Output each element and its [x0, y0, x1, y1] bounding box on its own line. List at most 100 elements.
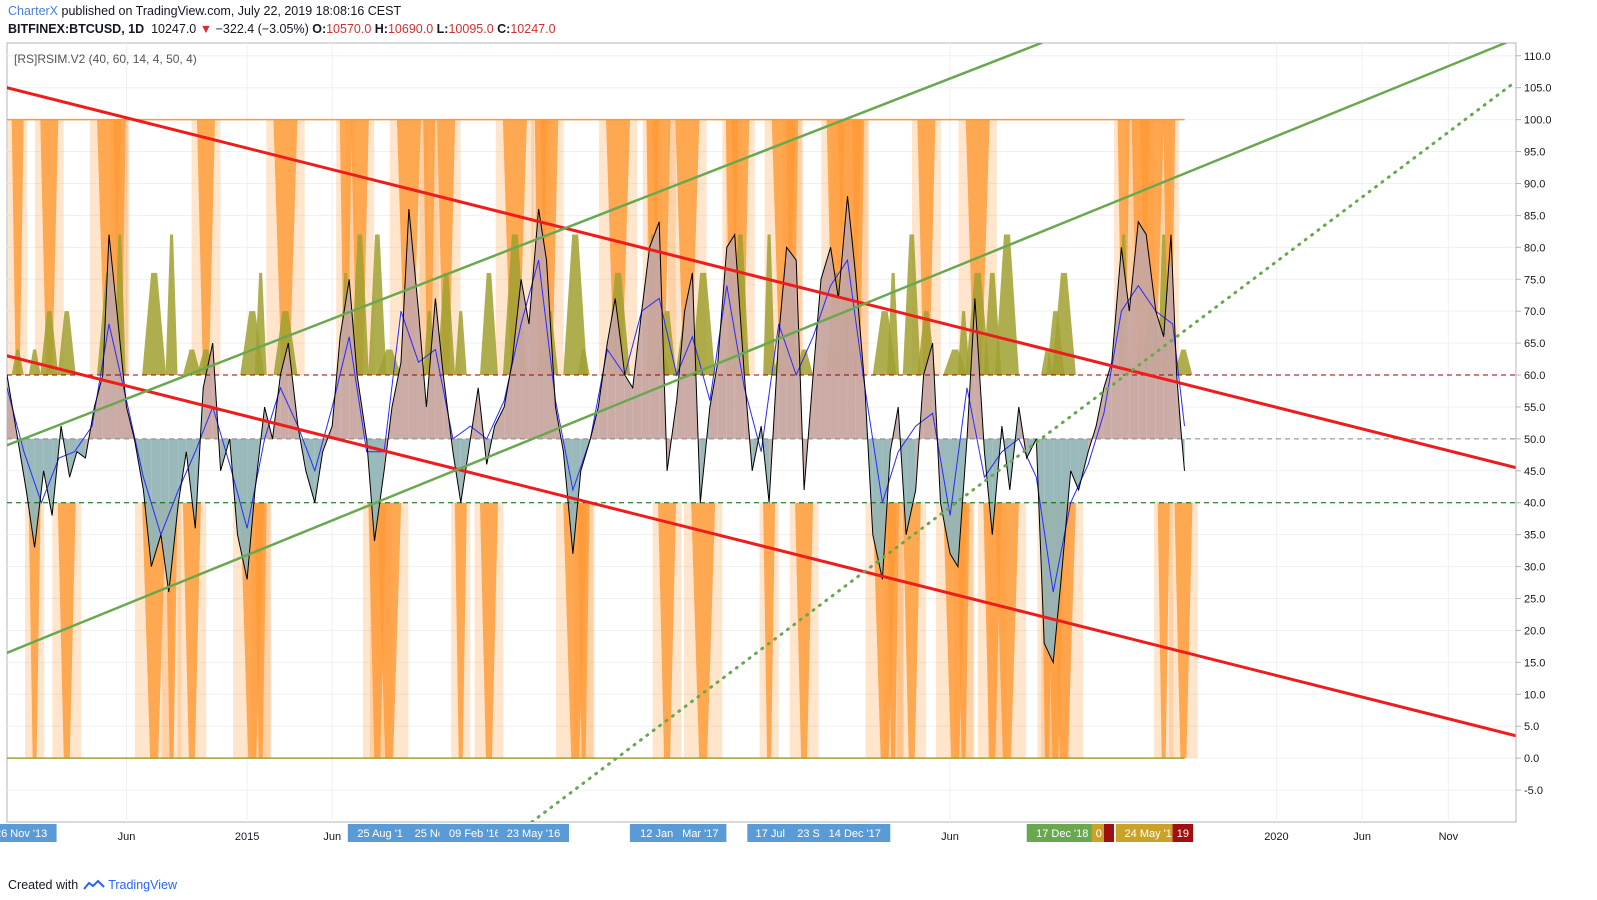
y-tick-label: 70.0: [1524, 306, 1545, 318]
oversold-spike-olive: [1174, 349, 1193, 376]
rsi-fill-segment: [546, 260, 556, 439]
date-label: Mar '17: [674, 824, 727, 842]
y-tick-label: 110.0: [1524, 51, 1551, 63]
rsi-fill-segment: [940, 438, 951, 554]
oversold-spike: [789, 349, 819, 759]
open-label: O:: [312, 22, 327, 36]
red-trend-line: [7, 354, 1516, 738]
oversold-spike: [251, 272, 271, 759]
x-tick-label: Jun: [1353, 831, 1371, 843]
y-tick-label: 60.0: [1524, 370, 1545, 382]
date-labels: 26 Nov '13 25 Aug '1 25 Nov 09 Feb '16 23 Ma…: [0, 824, 1194, 842]
date-label-bg: [1026, 824, 1098, 842]
oversold-spike: [953, 311, 974, 759]
oversold-spike-olive: [368, 234, 387, 376]
oversold-spike-body: [1174, 502, 1193, 759]
y-tick-label: 105.0: [1524, 83, 1552, 95]
oversold-spike-olive: [887, 272, 900, 376]
rsi-fill-segment: [305, 438, 315, 503]
y-tick-label: 20.0: [1524, 625, 1545, 637]
indicator-label[interactable]: [RS]RSIM.V2 (40, 60, 14, 4, 50, 4): [14, 52, 197, 66]
rsi-fill-segment: [906, 438, 916, 535]
oversold-spike-body: [182, 502, 201, 759]
red-trend-line: [7, 86, 1516, 470]
oversold-spike: [474, 272, 504, 759]
oversold-spike-olive: [182, 349, 201, 376]
oversold-spike-olive: [57, 311, 76, 376]
rsi-fill-segment: [76, 438, 86, 459]
oversold-spike-olive: [902, 234, 921, 376]
last-price: 10247.0: [151, 22, 197, 36]
trend-lines: [7, 43, 1516, 822]
date-label: 0: [1091, 824, 1107, 842]
high-label: H:: [374, 22, 388, 36]
signal-line: [7, 258, 1185, 593]
close-label: C:: [497, 22, 511, 36]
y-tick-label: 40.0: [1524, 498, 1545, 510]
y-tick-label: 35.0: [1524, 530, 1545, 542]
rsi-fill-segment: [1111, 247, 1122, 439]
date-label-text: 26 Nov '13: [0, 828, 47, 840]
oversold-spike-olive: [377, 349, 402, 376]
overbought-spike-olive: [273, 311, 298, 376]
rsi-fill-segment: [392, 362, 402, 439]
y-tick-label: 90.0: [1524, 178, 1545, 190]
date-label-text: 17 Jul: [756, 828, 785, 840]
oversold-spike-body: [795, 502, 814, 759]
publish-info: CharterX published on TradingView.com, J…: [8, 4, 401, 18]
rsi-fill-segment: [116, 311, 127, 439]
y-tick-label: 30.0: [1524, 562, 1545, 574]
tradingview-brand[interactable]: TradingView: [108, 878, 177, 892]
rsi-fill-segment: [598, 343, 608, 439]
rsi-fill-segment: [160, 438, 169, 593]
y-tick-label: 5.0: [1524, 721, 1539, 733]
oversold-spike-body: [763, 502, 776, 759]
low-value: 10095.0: [448, 22, 494, 36]
date-label-bg: [819, 824, 891, 842]
green-trend-line: [7, 43, 1043, 447]
oversold-spike: [652, 311, 682, 759]
oversold-spike-olive: [254, 272, 267, 376]
rsi-fill-segment: [726, 234, 735, 439]
date-label: 14 Dec '17: [819, 824, 891, 842]
oversold-spike-olive: [479, 272, 498, 376]
date-label: 26 Nov '13: [0, 824, 57, 842]
oversold-spike: [177, 349, 207, 759]
oversold-spike-olive: [577, 349, 590, 376]
rsi-fill-segment: [1096, 387, 1104, 439]
rsi-fill-segment: [426, 298, 436, 439]
green-trend-line: [7, 43, 1507, 655]
date-label: 23 S: [791, 824, 826, 842]
green-trend-line: [530, 79, 1516, 822]
overbought-spike: [8, 119, 28, 376]
rsi-fill-segment: [102, 234, 110, 439]
date-label: 09 Feb '16: [439, 824, 511, 842]
x-tick-label: Jun: [323, 831, 341, 843]
overbought-spike-olive: [11, 349, 24, 376]
rsi-fill-segment: [572, 438, 581, 554]
date-label-bg: [791, 824, 826, 842]
date-label-bg: [1115, 824, 1187, 842]
rsi-fill-segment: [624, 375, 633, 439]
author-link[interactable]: CharterX: [8, 4, 59, 18]
rsi-fill-segment: [494, 406, 505, 439]
published-text: published on TradingView.com, July 22, 2…: [61, 4, 402, 18]
rsi-fill-segment: [109, 234, 117, 439]
price-axis[interactable]: 110.0 105.0 100.0 95.0 90.0 85.0 80.0 75.0 70.0 6…: [1516, 51, 1552, 797]
date-label-text: 23 S: [797, 828, 820, 840]
date-label-text: 17 Dec '18: [1036, 828, 1088, 840]
rsi-fill-segment: [340, 279, 350, 439]
overbought-spike: [266, 119, 305, 376]
y-tick-label: 25.0: [1524, 594, 1545, 606]
rsi-fill-segment: [143, 438, 152, 567]
open-value: 10570.0: [326, 22, 372, 36]
oversold-spike: [1169, 349, 1198, 759]
rsi-fill-segment: [538, 209, 547, 439]
created-with-text: Created with: [8, 878, 79, 892]
rsi-fill-segment: [521, 279, 529, 439]
y-tick-label: 75.0: [1524, 274, 1545, 286]
time-axis[interactable]: Jun 2015 Jun Jun 2020 Jun Nov: [118, 831, 1459, 843]
low-label: L:: [436, 22, 449, 36]
rsi-fill-segment: [1078, 438, 1089, 490]
